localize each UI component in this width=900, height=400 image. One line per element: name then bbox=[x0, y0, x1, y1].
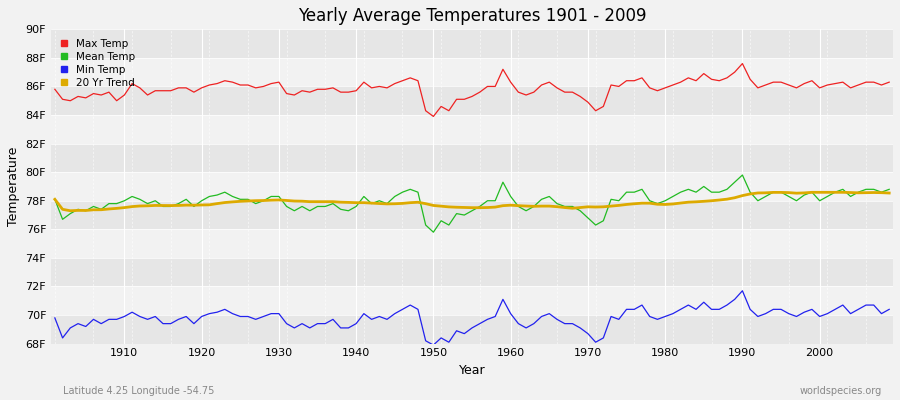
Bar bbox=[51, 315, 893, 344]
Text: worldspecies.org: worldspecies.org bbox=[800, 386, 882, 396]
Bar bbox=[51, 86, 893, 115]
Text: Latitude 4.25 Longitude -54.75: Latitude 4.25 Longitude -54.75 bbox=[63, 386, 214, 396]
Bar bbox=[51, 144, 893, 172]
Legend: Max Temp, Mean Temp, Min Temp, 20 Yr Trend: Max Temp, Mean Temp, Min Temp, 20 Yr Tre… bbox=[56, 34, 140, 92]
Bar bbox=[51, 115, 893, 144]
Bar bbox=[51, 58, 893, 86]
Bar bbox=[51, 172, 893, 201]
X-axis label: Year: Year bbox=[459, 364, 485, 377]
Y-axis label: Temperature: Temperature bbox=[7, 147, 20, 226]
Bar bbox=[51, 201, 893, 229]
Bar bbox=[51, 258, 893, 286]
Bar bbox=[51, 286, 893, 315]
Title: Yearly Average Temperatures 1901 - 2009: Yearly Average Temperatures 1901 - 2009 bbox=[298, 7, 646, 25]
Bar bbox=[51, 29, 893, 58]
Bar bbox=[51, 229, 893, 258]
